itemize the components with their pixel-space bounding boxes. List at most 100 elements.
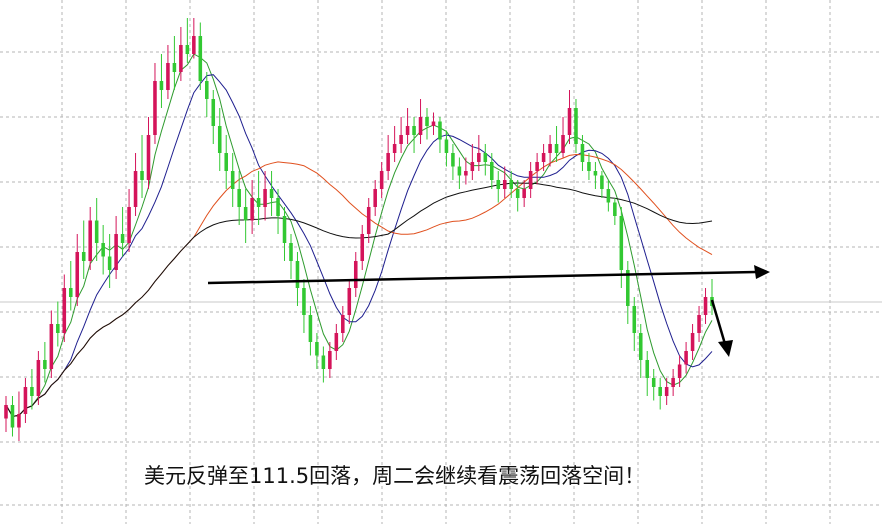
candle-down <box>438 121 442 140</box>
candle-down <box>269 189 274 198</box>
candle-up <box>263 189 267 207</box>
ma-5-line <box>5 53 713 417</box>
candle-up <box>166 63 170 90</box>
candle-up <box>386 153 390 171</box>
candle-up <box>36 360 41 396</box>
candle-down <box>496 180 501 189</box>
candle-down <box>198 36 203 81</box>
candle-down <box>645 360 650 378</box>
support-line <box>207 270 757 285</box>
candle-up <box>23 387 28 414</box>
candle-up <box>88 220 92 261</box>
annotations <box>207 265 770 357</box>
candle-down <box>613 202 617 216</box>
candle-down <box>243 207 248 221</box>
candle-down <box>489 162 494 180</box>
candle-down <box>10 405 15 428</box>
candle-up <box>548 144 552 153</box>
ma-60-line <box>5 182 713 417</box>
candle-up <box>49 324 54 369</box>
candle-down <box>412 126 416 135</box>
candle-down <box>425 117 429 126</box>
candle-up <box>146 135 151 180</box>
candle-down <box>237 189 241 207</box>
candle-down <box>315 342 319 356</box>
candle-up <box>418 117 423 135</box>
candle-up <box>179 45 183 72</box>
candle-up <box>334 333 339 351</box>
candle-down <box>68 288 73 297</box>
candle-up <box>4 405 8 419</box>
candle-up <box>477 153 481 162</box>
candle-down <box>509 180 513 189</box>
ma-10-line <box>5 74 713 417</box>
candle-up <box>677 364 682 378</box>
candle-up <box>328 351 332 369</box>
candle-up <box>341 315 345 333</box>
candle-down <box>81 252 86 261</box>
candle-up <box>684 351 688 365</box>
candle-down <box>651 378 656 387</box>
candle-down <box>101 243 105 257</box>
candle-down <box>483 153 488 162</box>
candle-down <box>256 198 261 207</box>
candle-down <box>120 234 125 243</box>
candle-up <box>528 171 533 189</box>
candle-down <box>321 355 326 369</box>
candle-down <box>638 333 643 360</box>
candle-down <box>632 306 637 333</box>
candle-down <box>451 153 455 167</box>
candle-up <box>153 81 157 135</box>
candle-down <box>282 216 287 243</box>
candle-up <box>17 414 21 428</box>
candle-up <box>114 234 118 270</box>
down-arrow-shaft <box>710 299 727 345</box>
candle-up <box>567 108 572 135</box>
candle-up <box>379 171 384 189</box>
candle-down <box>658 387 662 396</box>
candle-down <box>43 360 47 369</box>
candle-up <box>671 378 675 387</box>
candle-up <box>75 252 80 297</box>
candle-down <box>56 324 60 333</box>
candle-up <box>127 207 131 243</box>
candle-up <box>502 180 507 189</box>
candle-down <box>444 139 449 153</box>
candle-up <box>133 171 138 207</box>
candle-down <box>205 81 209 99</box>
candle-up <box>366 207 371 234</box>
candle-down <box>172 63 177 72</box>
candle-up <box>405 126 410 135</box>
candle-down <box>211 99 216 126</box>
candle-up <box>347 288 352 315</box>
candle-up <box>62 288 67 333</box>
candle-up <box>431 121 436 126</box>
candle-up <box>561 135 565 153</box>
candle-down <box>554 144 559 153</box>
candle-down <box>515 189 520 198</box>
candle-down <box>159 81 164 90</box>
candle-down <box>224 153 229 171</box>
candle-up <box>470 162 475 171</box>
candle-down <box>30 387 34 396</box>
candle-up <box>541 153 546 162</box>
candle-down <box>600 175 604 189</box>
candle-down <box>626 270 630 306</box>
candle-down <box>580 144 585 162</box>
candle-down <box>619 216 624 270</box>
support-arrowhead <box>754 265 770 279</box>
candle-up <box>664 387 669 396</box>
candles <box>4 18 714 441</box>
moving-averages <box>5 53 713 417</box>
candle-down <box>302 288 306 315</box>
candle-down <box>107 256 112 270</box>
candle-down <box>308 315 313 342</box>
candle-up <box>373 189 377 207</box>
candle-down <box>185 45 190 54</box>
candle-down <box>230 171 235 189</box>
candle-down <box>457 166 462 176</box>
candle-down <box>295 261 300 288</box>
candle-down <box>587 162 591 171</box>
